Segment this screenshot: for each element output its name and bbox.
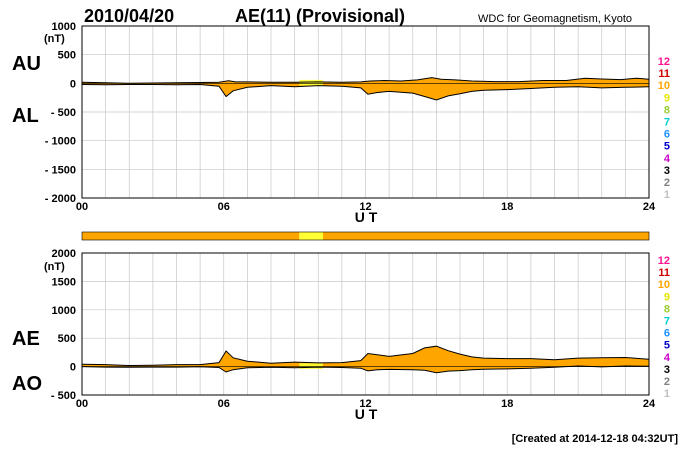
station-count-label: 11 bbox=[658, 267, 670, 279]
ae-ao-plot-border bbox=[81, 252, 650, 396]
x-tick-label: 18 bbox=[501, 398, 513, 410]
x-tick-label: 06 bbox=[218, 398, 230, 410]
station-count-label: 6 bbox=[664, 328, 670, 340]
station-count-label: 8 bbox=[664, 104, 670, 116]
ae-ao-unit: (nT) bbox=[44, 261, 65, 273]
y-tick-label: 1000 bbox=[52, 21, 76, 33]
coverage-segment bbox=[299, 232, 323, 240]
au-al-curves bbox=[81, 77, 650, 101]
station-count-label: 4 bbox=[664, 352, 671, 364]
y-tick-label: 1000 bbox=[52, 305, 76, 317]
x-tick-label: 00 bbox=[76, 398, 88, 410]
ae-ao-y-ticks: 2000 1500 1000 500 0 - 500 bbox=[51, 248, 76, 402]
plot-date: 2010/04/20 bbox=[84, 6, 174, 26]
y-tick-label: 0 bbox=[70, 362, 76, 374]
coverage-segment bbox=[322, 232, 649, 240]
series-line-au bbox=[81, 77, 650, 84]
station-count-label: 5 bbox=[664, 340, 670, 352]
coverage-bar-border bbox=[81, 231, 650, 241]
ao-label: AO bbox=[12, 373, 42, 395]
x-tick-label: 06 bbox=[218, 201, 230, 213]
series-line-al bbox=[81, 83, 650, 101]
y-tick-label: - 500 bbox=[51, 390, 76, 402]
station-count-label: 7 bbox=[664, 117, 670, 129]
station-count-label: 12 bbox=[658, 56, 670, 68]
station-count-label: 11 bbox=[658, 68, 670, 80]
station-count-label: 9 bbox=[664, 92, 670, 104]
plot-title: AE(11) (Provisional) bbox=[235, 6, 405, 26]
station-count-label: 6 bbox=[664, 129, 670, 141]
station-count-label: 9 bbox=[664, 291, 670, 303]
x-tick-label: 12 bbox=[359, 201, 371, 213]
y-tick-label: - 2000 bbox=[45, 193, 76, 205]
au-label: AU bbox=[12, 53, 41, 75]
x-tick-label: 00 bbox=[76, 201, 88, 213]
au-al-y-ticks: 1000 500 0 - 500 - 1000 - 1500 - 2000 bbox=[45, 21, 76, 205]
station-count-label: 3 bbox=[664, 165, 670, 177]
y-tick-label: 1500 bbox=[52, 276, 76, 288]
y-tick-label: 500 bbox=[58, 333, 76, 345]
station-count-label: 1 bbox=[664, 388, 670, 400]
ae-ao-x-ticks: 00 06 12 18 24 bbox=[76, 398, 656, 410]
series-line-ae bbox=[81, 345, 650, 367]
y-tick-label: - 1000 bbox=[45, 136, 76, 148]
coverage-segment bbox=[82, 232, 300, 240]
y-tick-label: 0 bbox=[70, 78, 76, 90]
ae-ao-fill bbox=[82, 346, 649, 373]
station-count-label: 2 bbox=[664, 177, 670, 189]
reduced-coverage-highlight bbox=[299, 79, 323, 86]
au-al-plot-border bbox=[81, 25, 650, 199]
y-tick-label: 500 bbox=[58, 50, 76, 62]
au-al-x-ticks: 00 06 12 18 24 bbox=[76, 201, 656, 213]
data-source: WDC for Geomagnetism, Kyoto bbox=[478, 13, 632, 25]
station-count-label: 2 bbox=[664, 376, 670, 388]
station-coverage-bar bbox=[81, 231, 650, 241]
station-count-label: 10 bbox=[658, 279, 670, 291]
ae-ao-x-label: U T bbox=[355, 406, 378, 422]
ae-ao-curves bbox=[81, 345, 650, 374]
y-tick-label: 2000 bbox=[52, 248, 76, 260]
x-tick-label: 18 bbox=[501, 201, 513, 213]
reduced-coverage-highlight bbox=[299, 363, 323, 369]
y-tick-label: - 500 bbox=[51, 107, 76, 119]
au-al-panel: 1000 500 0 - 500 - 1000 - 1500 - 2000 00 06 12 18… bbox=[12, 21, 656, 225]
station-count-label: 5 bbox=[664, 141, 670, 153]
series-line-ao bbox=[81, 365, 650, 374]
station-count-label: 7 bbox=[664, 316, 670, 328]
ae-ao-grid bbox=[82, 253, 649, 395]
x-tick-label: 24 bbox=[643, 201, 656, 213]
station-count-label: 1 bbox=[664, 189, 670, 201]
station-count-label: 8 bbox=[664, 303, 670, 315]
station-count-label: 3 bbox=[664, 364, 670, 376]
ae-ao-panel: 2000 1500 1000 500 0 - 500 00 06 12 18 24 (nT) AE… bbox=[12, 248, 656, 422]
au-al-grid bbox=[82, 26, 649, 198]
au-al-unit: (nT) bbox=[44, 33, 65, 45]
au-al-x-label: U T bbox=[355, 209, 378, 225]
al-label: AL bbox=[12, 105, 39, 127]
y-tick-label: - 1500 bbox=[45, 164, 76, 176]
x-tick-label: 12 bbox=[359, 398, 371, 410]
ae-label: AE bbox=[12, 328, 40, 350]
x-tick-label: 24 bbox=[643, 398, 656, 410]
station-count-label: 12 bbox=[658, 255, 670, 267]
station-count-label: 4 bbox=[664, 153, 671, 165]
index-fill-area bbox=[82, 346, 649, 373]
created-timestamp: [Created at 2014-12-18 04:32UT] bbox=[512, 433, 679, 445]
station-count-label: 10 bbox=[658, 80, 670, 92]
